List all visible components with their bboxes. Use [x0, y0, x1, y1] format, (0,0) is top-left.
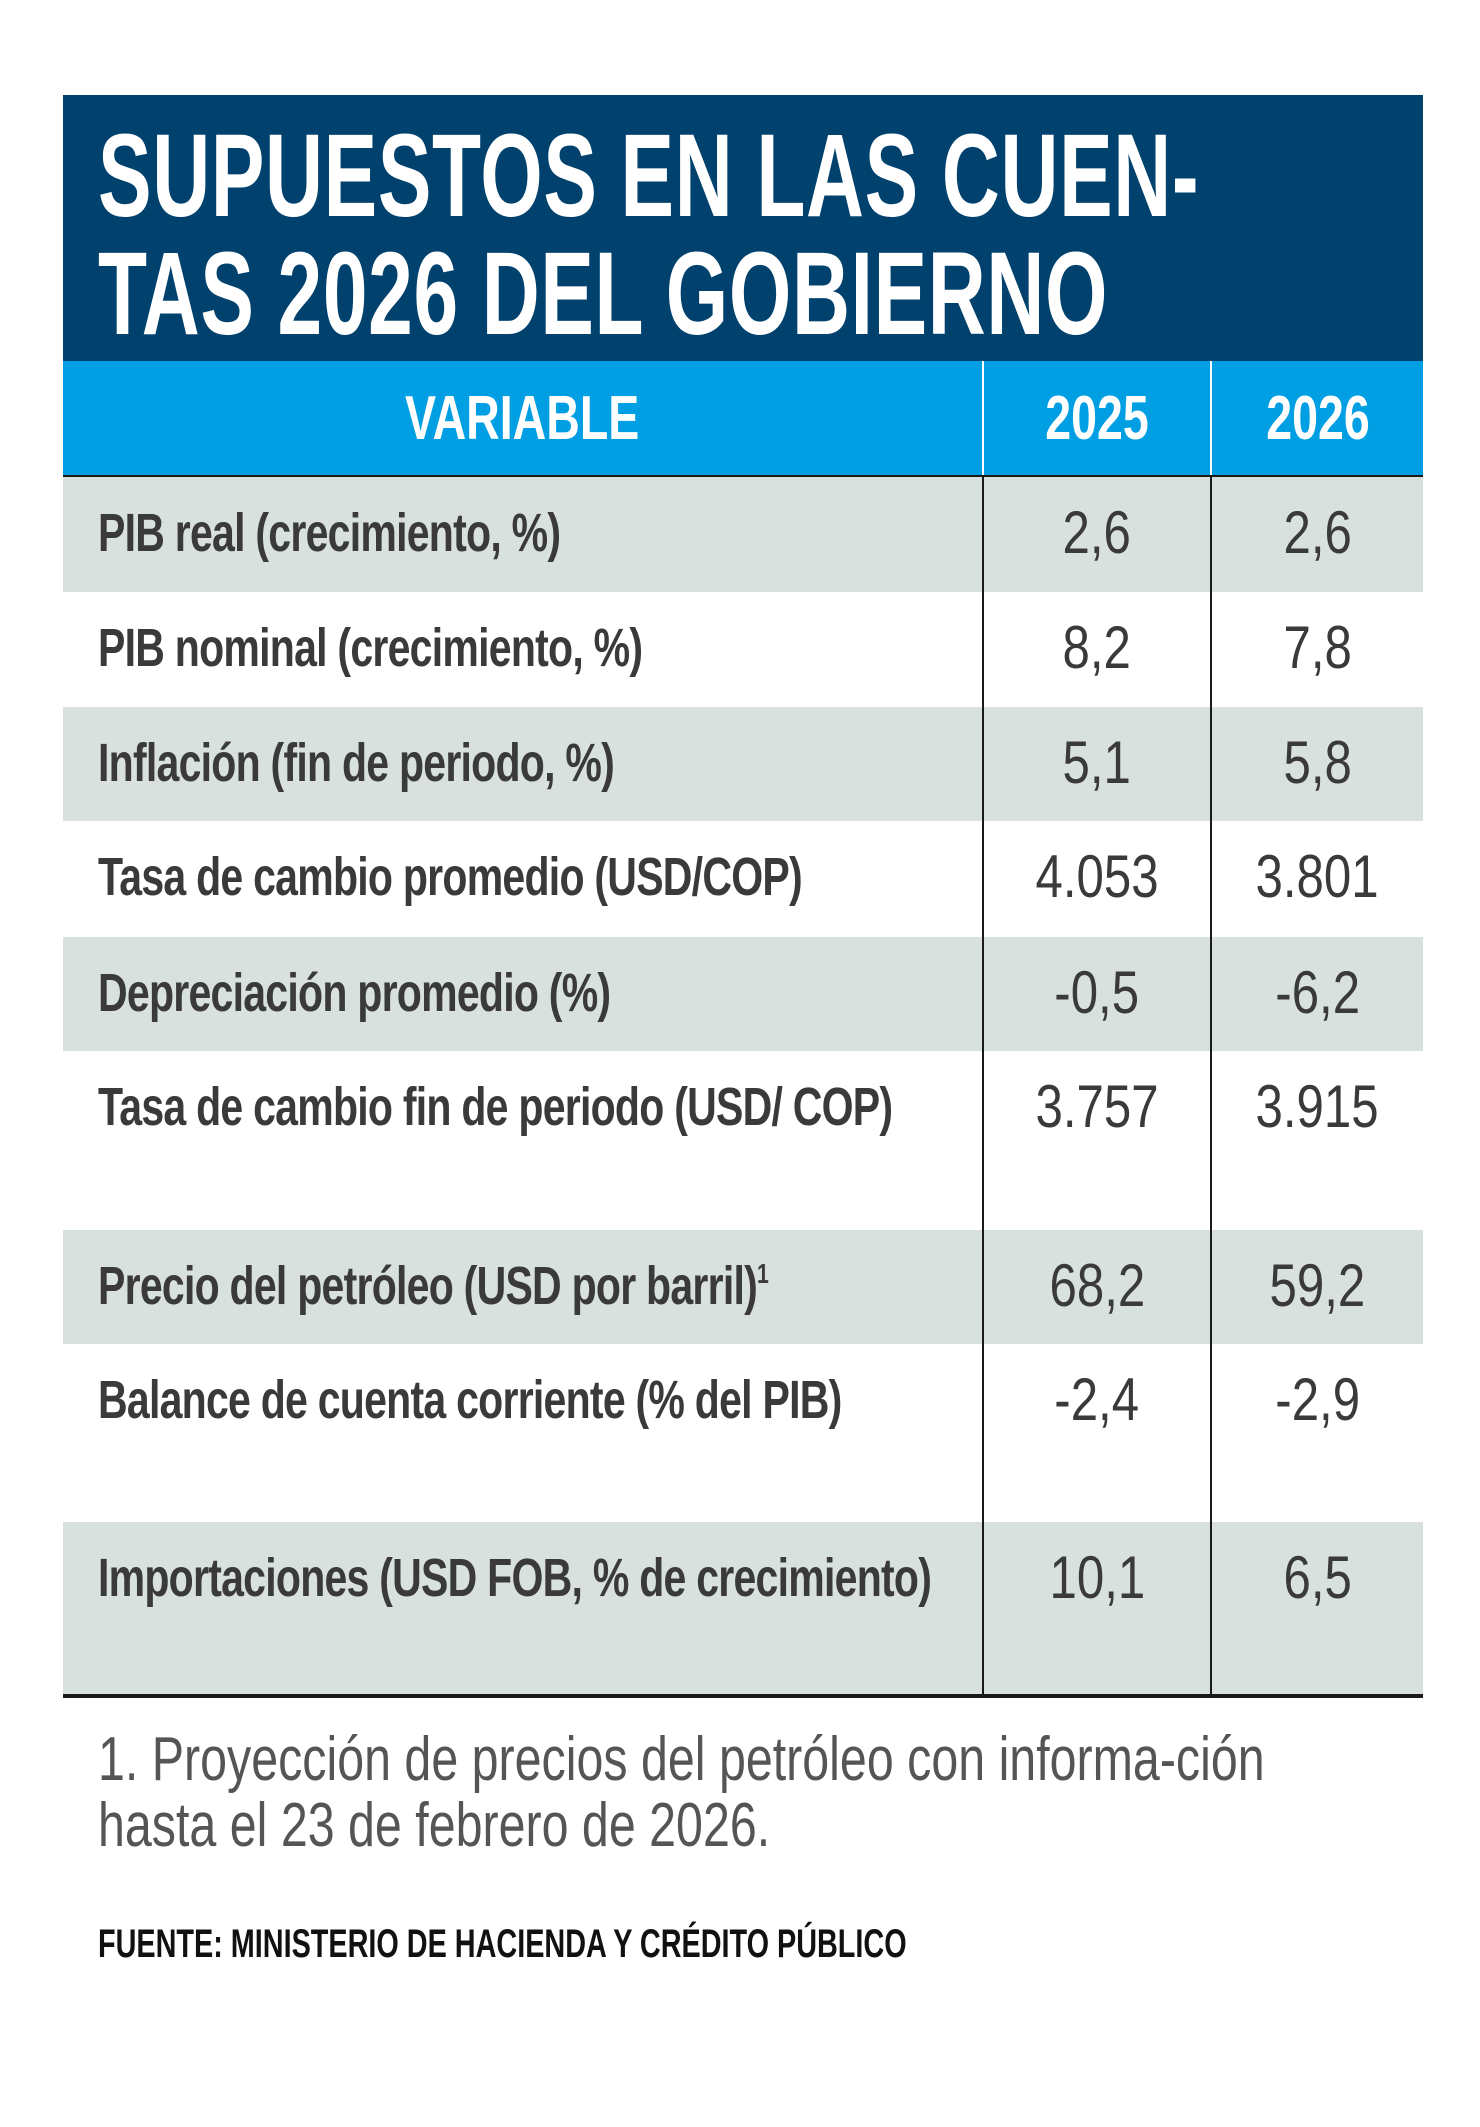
title-line-2: TAS 2026 DEL GOBIERNO	[98, 228, 1109, 360]
source-note: FUENTE: MINISTERIO DE HACIENDA Y CRÉDITO…	[98, 1922, 907, 1966]
row-label: Balance de cuenta corriente (% del PIB)	[98, 1368, 957, 1432]
title-line-1: SUPUESTOS EN LAS CUEN-	[98, 110, 1200, 242]
table-row: Tasa de cambio fin de periodo (USD/ COP)…	[63, 1051, 1423, 1230]
value-2025: -0,5	[1054, 959, 1140, 1026]
row-label-text: Importaciones (USD FOB, % de crecimiento…	[98, 1548, 932, 1608]
value-2026: 6,5	[1283, 1544, 1352, 1611]
row-label-text: PIB real (crecimiento, %)	[98, 503, 561, 563]
row-label: PIB real (crecimiento, %)	[98, 501, 957, 565]
header-2026: 2026	[1265, 383, 1370, 453]
row-label: Tasa de cambio promedio (USD/COP)	[98, 845, 957, 909]
value-2026: 7,8	[1283, 614, 1352, 681]
value-2026: -2,9	[1275, 1366, 1360, 1433]
footnote: 1. Proyección de precios del petróleo co…	[98, 1725, 1265, 1860]
page-title: SUPUESTOS EN LAS CUEN- TAS 2026 DEL GOBI…	[98, 117, 1390, 353]
row-label-text: Balance de cuenta corriente (% del PIB)	[98, 1370, 842, 1430]
value-2026: 2,6	[1283, 499, 1352, 566]
table-row: Balance de cuenta corriente (% del PIB) -…	[63, 1344, 1423, 1522]
value-2025: 5,1	[1062, 729, 1132, 796]
row-label-text: Precio del petróleo (USD por barril)	[98, 1256, 758, 1316]
table-row: Depreciación promedio (%) -0,5 -6,2	[63, 937, 1423, 1051]
row-label-text: Inflación (fin de periodo, %)	[98, 733, 615, 793]
value-2026: 5,8	[1283, 729, 1352, 796]
value-2025: 68,2	[1049, 1252, 1145, 1319]
value-2026: 3.801	[1255, 843, 1380, 910]
value-2025: 8,2	[1062, 614, 1132, 681]
header-2025: 2025	[1045, 383, 1149, 453]
column-divider	[1210, 477, 1212, 1695]
row-label: PIB nominal (crecimiento, %)	[98, 616, 957, 680]
table-header: VARIABLE 2025 2026	[63, 361, 1423, 479]
table-bottom-rule	[63, 1694, 1423, 1698]
table-row: Tasa de cambio promedio (USD/COP) 4.053 3.…	[63, 821, 1423, 937]
value-2025: 4.053	[1035, 843, 1159, 910]
table-row: Inflación (fin de periodo, %) 5,1 5,8	[63, 707, 1423, 821]
footnote-marker: 1	[757, 1258, 769, 1289]
row-label: Tasa de cambio fin de periodo (USD/ COP)	[98, 1075, 957, 1139]
title-banner: SUPUESTOS EN LAS CUEN- TAS 2026 DEL GOBI…	[63, 95, 1423, 361]
value-2025: 2,6	[1062, 499, 1132, 566]
table-row: Importaciones (USD FOB, % de crecimiento…	[63, 1522, 1423, 1695]
row-label-text: PIB nominal (crecimiento, %)	[98, 618, 643, 678]
header-divider	[1210, 361, 1212, 475]
row-label-text: Tasa de cambio fin de periodo (USD/ COP)	[98, 1077, 893, 1137]
table-row: PIB real (crecimiento, %) 2,6 2,6	[63, 477, 1423, 592]
row-label-text: Depreciación promedio (%)	[98, 963, 611, 1023]
value-2025: 3.757	[1035, 1073, 1159, 1140]
row-label-text: Tasa de cambio promedio (USD/COP)	[98, 847, 803, 907]
table-row: Precio del petróleo (USD por barril)1 68,…	[63, 1230, 1423, 1344]
column-divider	[982, 477, 984, 1695]
row-label: Precio del petróleo (USD por barril)1	[98, 1254, 957, 1318]
value-2026: 59,2	[1269, 1252, 1366, 1319]
row-label: Importaciones (USD FOB, % de crecimiento…	[98, 1546, 957, 1610]
value-2026: 3.915	[1255, 1073, 1380, 1140]
table-row: PIB nominal (crecimiento, %) 8,2 7,8	[63, 592, 1423, 707]
header-variable: VARIABLE	[405, 383, 640, 453]
row-label: Inflación (fin de periodo, %)	[98, 731, 957, 795]
row-label: Depreciación promedio (%)	[98, 961, 957, 1025]
value-2026: -6,2	[1275, 959, 1360, 1026]
value-2025: 10,1	[1049, 1544, 1145, 1611]
value-2025: -2,4	[1054, 1366, 1140, 1433]
header-divider	[982, 361, 984, 475]
